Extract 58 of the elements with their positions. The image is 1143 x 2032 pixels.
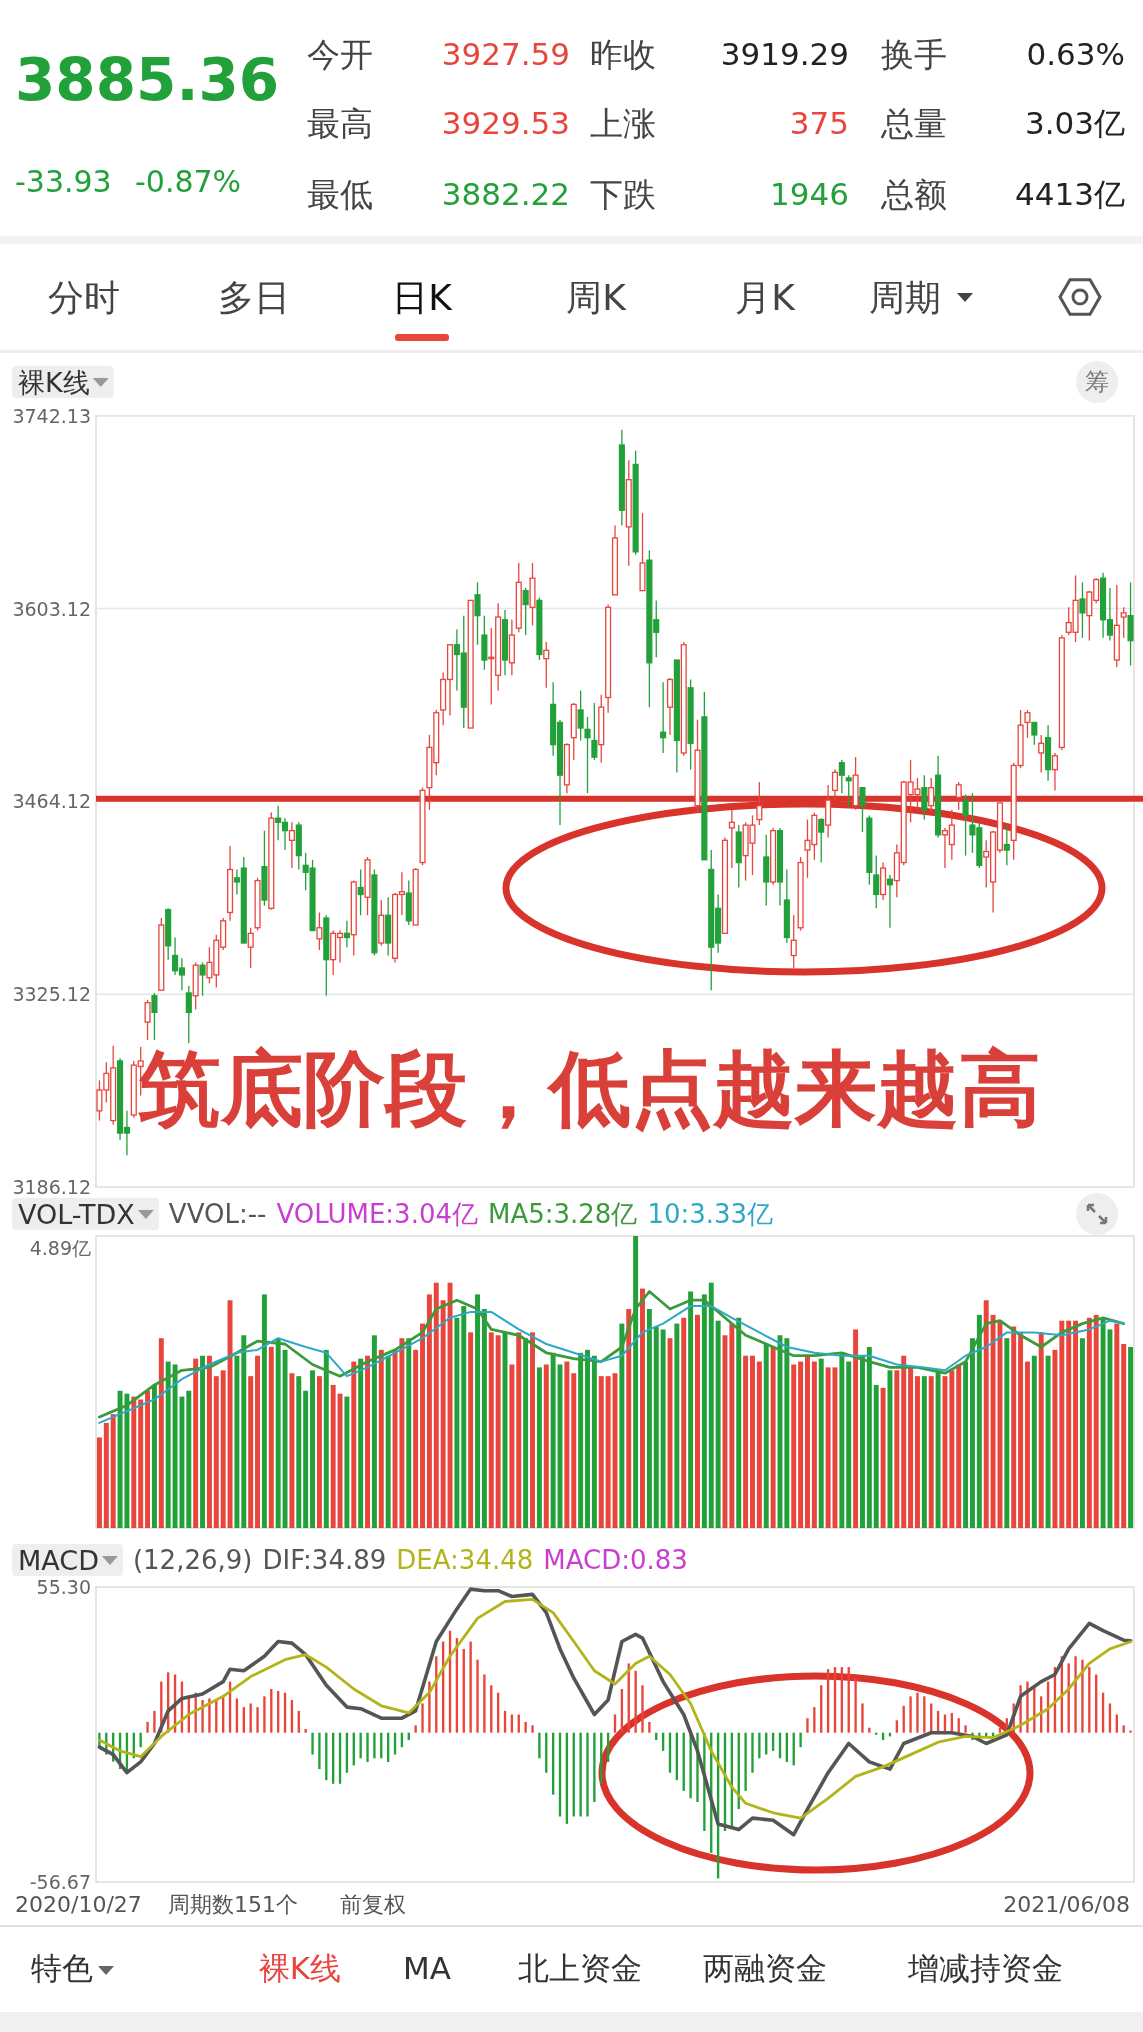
text: 周期 [869, 276, 941, 318]
text: 周K [566, 276, 628, 318]
chart-title: 裸K线 [18, 366, 90, 398]
text: 3885.36 [15, 46, 280, 114]
text: 总额 [880, 174, 947, 214]
text: VVOL:-- [168, 1199, 267, 1229]
text: MACD:0.83 [543, 1545, 688, 1575]
text: 4413亿 [1015, 176, 1125, 212]
chart-title: VOL-TDX [18, 1198, 135, 1230]
text: MA5:3.28亿 [487, 1199, 638, 1229]
text: 1946 [770, 176, 849, 212]
text: 3.03亿 [1024, 105, 1125, 141]
text: 2021/06/08 [1003, 1891, 1130, 1917]
y-tick-label: 3603.12 [12, 597, 91, 620]
y-tick-label: 3742.13 [12, 404, 91, 427]
text: VOLUME:3.04亿 [276, 1199, 478, 1229]
text: 筹 [1085, 368, 1109, 396]
text: 3919.29 [720, 36, 849, 72]
text: 3882.22 [441, 176, 570, 212]
text: 最低 [307, 174, 373, 214]
y-tick-label: 55.30 [36, 1576, 91, 1598]
chart-title: MACD [18, 1544, 99, 1576]
text: DIF:34.89 [262, 1545, 387, 1575]
text: 2020/10/27 [15, 1891, 142, 1917]
annotation: 筑底阶段，低点越来越高 [138, 1040, 1041, 1136]
text: -33.93 [15, 163, 112, 199]
text: 上涨 [590, 103, 656, 143]
text: 最高 [307, 103, 373, 143]
text: -0.87% [135, 163, 242, 199]
text: (12,26,9) [132, 1545, 253, 1575]
text: 日K [392, 276, 454, 318]
text: 特色 [31, 1950, 93, 1986]
text: 3929.53 [441, 105, 570, 141]
series-label: DEA:34.48 [396, 1545, 534, 1575]
text: 0.63% [1026, 36, 1125, 72]
text: 北上资金 [518, 1950, 642, 1986]
text: MA [403, 1950, 451, 1986]
text: 总量 [880, 103, 947, 143]
text: 今开 [307, 34, 373, 74]
text: 多日 [218, 276, 290, 318]
text: 下跌 [590, 174, 656, 214]
y-tick-label: 3464.12 [12, 790, 91, 813]
text: 周期数151个 [168, 1891, 298, 1917]
text: 昨收 [590, 34, 656, 74]
text: 增减持资金 [906, 1950, 1063, 1986]
text: 两融资金 [703, 1950, 827, 1986]
text: 4.89亿 [29, 1237, 91, 1259]
text: 375 [789, 105, 849, 141]
text: 10:3.33亿 [647, 1199, 774, 1229]
text: 换手 [881, 34, 947, 74]
text: 前复权 [340, 1891, 406, 1917]
y-tick-label: 3186.12 [12, 1176, 91, 1198]
text: 裸K线 [258, 1950, 342, 1986]
y-tick-label: -56.67 [29, 1871, 91, 1893]
text: 月K [735, 276, 797, 318]
text: 3927.59 [441, 36, 570, 72]
text: 分时 [48, 276, 120, 318]
y-tick-label: 3325.12 [12, 983, 91, 1006]
